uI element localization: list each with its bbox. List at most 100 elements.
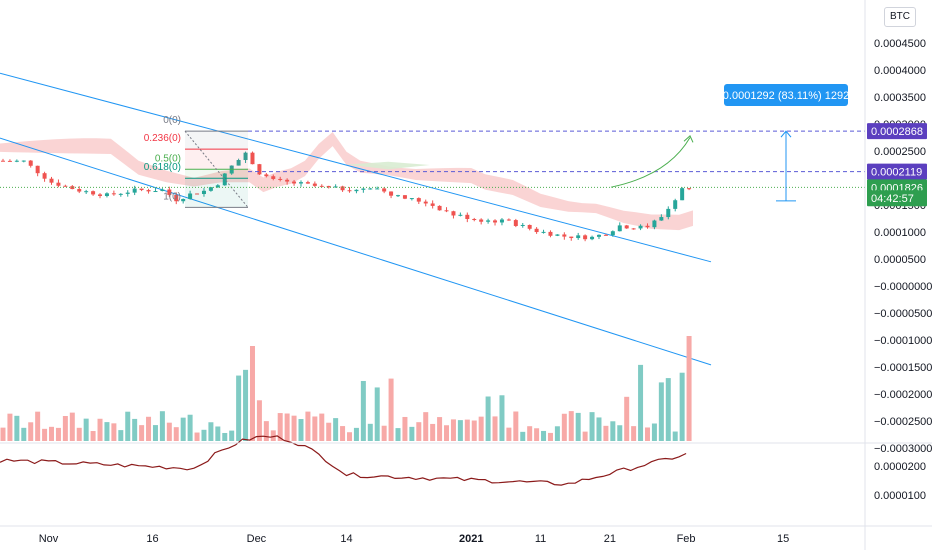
candle-body	[603, 234, 608, 236]
candle-body	[389, 191, 394, 196]
candle-body	[222, 173, 227, 186]
candle-body	[451, 211, 456, 216]
candle-body	[548, 231, 553, 236]
candle-body	[493, 220, 498, 223]
candle-body	[98, 194, 103, 197]
price-tag	[867, 190, 927, 207]
volume-bar	[547, 432, 553, 441]
volume-bar	[90, 431, 96, 441]
time-axis-label: Feb	[677, 533, 696, 545]
volume-bar	[152, 425, 158, 441]
fib-zone	[185, 169, 248, 179]
candle-body	[132, 188, 137, 193]
volume-bar	[437, 417, 443, 441]
candle-body	[236, 160, 241, 166]
candle-body	[666, 208, 671, 218]
candle-body	[160, 189, 165, 192]
candle-body	[430, 203, 435, 206]
candle-body	[1, 160, 5, 162]
candle-body	[486, 220, 491, 222]
candle-body	[174, 194, 179, 202]
fibonacci-retracement[interactable]: 0(0) 0.236(0) 0.5(0)0.618(0) 1(0)	[144, 115, 249, 208]
time-axis-label: 11	[535, 533, 546, 545]
volume-bar	[291, 415, 297, 441]
measure-label: 0.0001292 (83.11%) 1292	[723, 90, 849, 102]
cloud-bearish	[0, 132, 693, 231]
candle-body	[382, 188, 387, 192]
volume-bar	[638, 364, 644, 441]
volume-bar	[166, 422, 172, 441]
candle-body	[111, 193, 116, 195]
time-axis-label: 15	[777, 533, 789, 545]
price-axis-label: −0.0001500	[874, 362, 932, 374]
volume-bar	[284, 413, 290, 441]
price-tag-label: 0.0002119	[871, 167, 922, 179]
volume-bar	[146, 416, 152, 441]
candle-body	[368, 188, 373, 190]
channel-lower-line	[0, 137, 712, 366]
volume-bar	[215, 426, 221, 441]
volume-bar	[353, 427, 359, 441]
candle-body	[347, 190, 352, 192]
candle-body	[513, 220, 518, 226]
fib-zone	[185, 131, 248, 150]
candle-body	[444, 210, 449, 212]
volume-bar	[520, 431, 526, 441]
volume-bar	[21, 427, 27, 441]
volume-bar	[416, 422, 422, 441]
candle-body	[520, 224, 525, 226]
horizontal-levels[interactable]	[0, 130, 865, 188]
candle-body	[188, 193, 193, 199]
candle-body	[562, 234, 567, 237]
volume-bar	[430, 423, 436, 441]
candle-body	[319, 185, 324, 187]
currency-badge[interactable]: BTC	[884, 7, 916, 27]
price-axis-label: 0.0001000	[874, 227, 926, 239]
candle-body	[590, 236, 595, 240]
volume-bar	[187, 414, 193, 441]
candle-body	[125, 192, 130, 194]
fib-level-label: 1(0)	[163, 191, 181, 202]
trend-channel[interactable]	[0, 72, 712, 366]
candle-body	[610, 231, 615, 236]
volume-bar	[388, 378, 394, 441]
candle-body	[153, 191, 158, 193]
candle-body	[465, 214, 470, 220]
candle-body	[208, 187, 213, 191]
price-axis-label: 0.0002500	[874, 146, 926, 158]
price-axis-label: −0.0001000	[874, 335, 932, 347]
volume-bar	[575, 412, 581, 441]
cloud-bullish	[346, 161, 430, 170]
candle-body	[298, 182, 303, 184]
price-axis-label: 0.0003500	[874, 92, 926, 104]
candle-body	[659, 217, 664, 221]
candle-body	[139, 188, 144, 191]
volume-bar	[589, 412, 595, 441]
volume-bar	[423, 412, 429, 441]
candle-body	[84, 191, 89, 193]
volume-bar	[568, 411, 574, 441]
candle-body	[77, 189, 82, 192]
candle-body	[555, 234, 560, 236]
fib-level-label: 0.236(0)	[144, 133, 181, 144]
candle-body	[617, 225, 622, 232]
candle-body	[264, 174, 269, 177]
candle-body	[402, 195, 407, 199]
price-tag-label: 04:42:57	[871, 193, 914, 205]
volume-bar	[180, 417, 186, 441]
candle-body	[333, 186, 338, 188]
candle-body	[285, 179, 290, 182]
volume-bar	[277, 413, 283, 441]
candle-body	[250, 152, 255, 165]
fib-trend-line	[184, 130, 249, 208]
volume-bar	[194, 432, 200, 441]
candle-body	[42, 173, 47, 179]
volume-bar	[208, 422, 214, 441]
candle-body	[118, 193, 123, 195]
volume-bar	[457, 420, 463, 441]
price-axis-label: −0.0000000	[874, 281, 932, 293]
price-range-measure[interactable]: 0.0001292 (83.11%) 1292	[610, 84, 849, 202]
volume-bar	[464, 419, 470, 441]
